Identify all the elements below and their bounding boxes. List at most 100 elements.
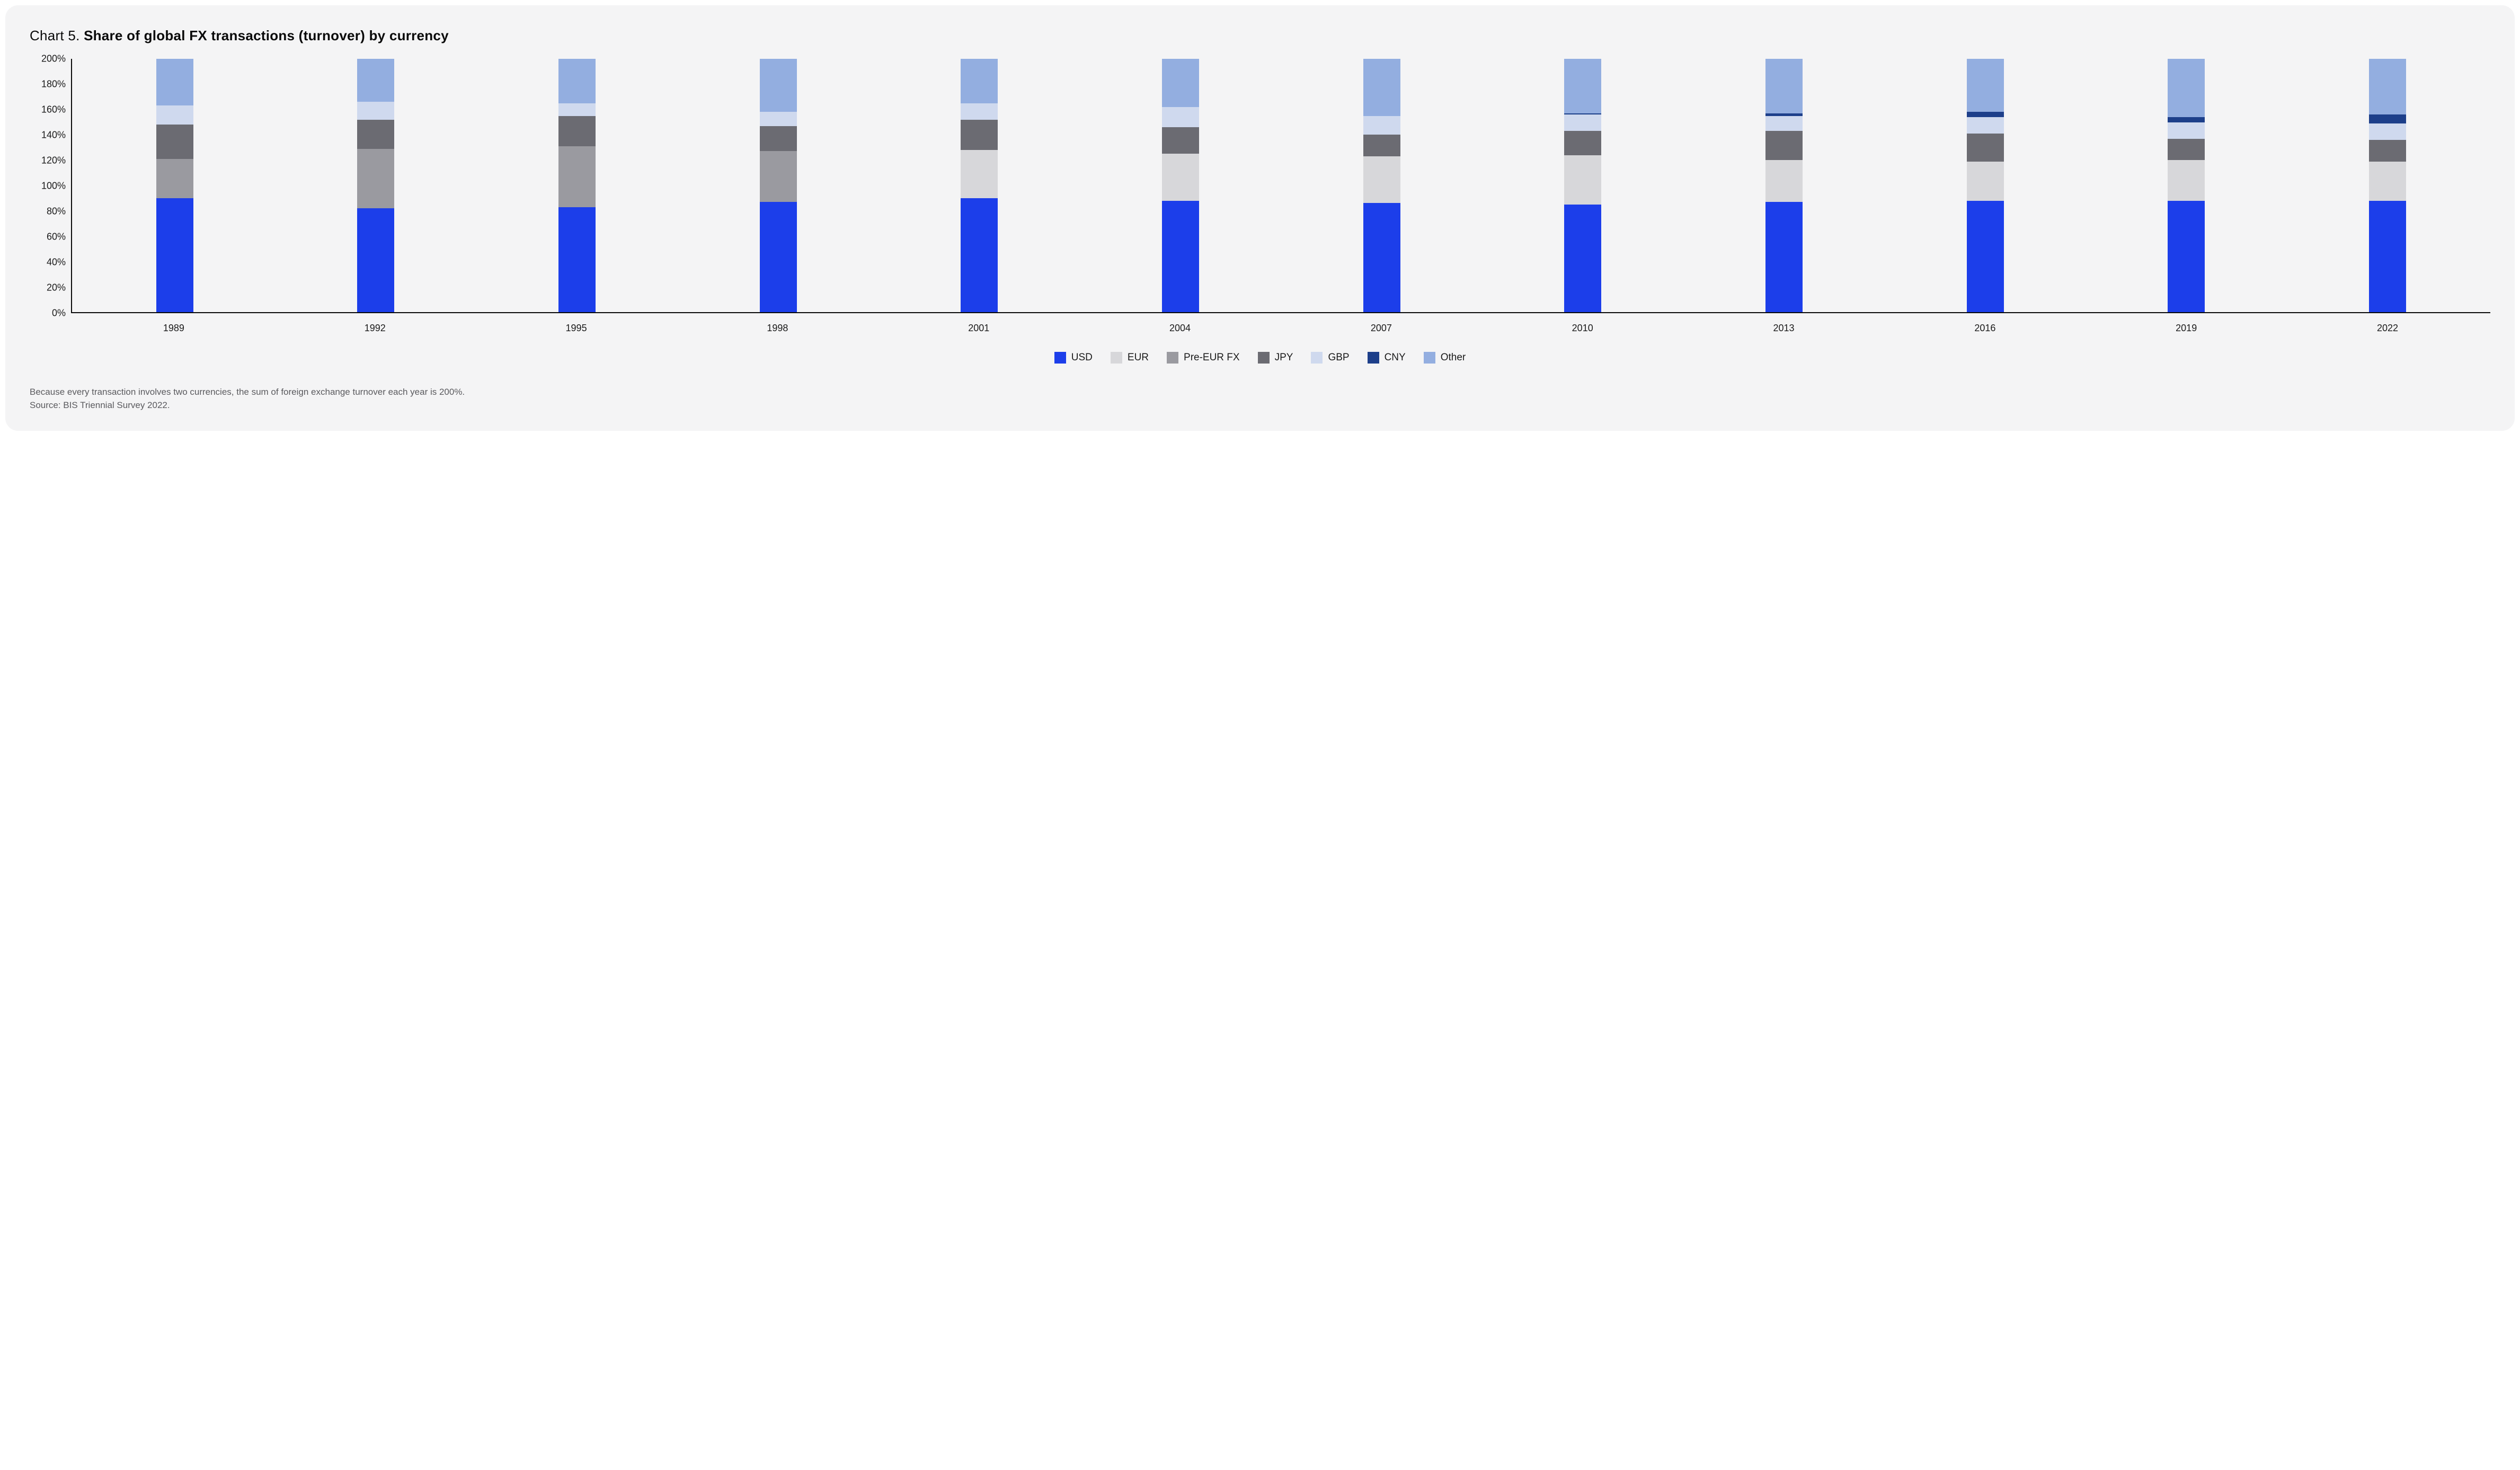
bar-segment xyxy=(1765,131,1803,160)
legend-item: Pre-EUR FX xyxy=(1167,352,1240,364)
legend-label: CNY xyxy=(1385,352,1406,364)
x-axis: 1989199219951998200120042007201020132016… xyxy=(71,313,2490,334)
bar-segment xyxy=(1765,160,1803,202)
bar-segment xyxy=(1967,117,2004,134)
bar-segment xyxy=(760,151,797,202)
x-tick-label: 2010 xyxy=(1564,323,1601,334)
legend-item: Other xyxy=(1424,352,1466,364)
bar-segment xyxy=(1162,201,1199,312)
bar-segment xyxy=(961,59,998,103)
x-tick-label: 2007 xyxy=(1363,323,1400,334)
bar-segment xyxy=(156,125,193,159)
bar xyxy=(1363,59,1400,312)
y-tick-label: 40% xyxy=(47,257,66,268)
bar-segment xyxy=(1363,116,1400,135)
bar-segment xyxy=(156,59,193,105)
legend-swatch-icon xyxy=(1054,352,1066,364)
x-tick-label: 2001 xyxy=(960,323,997,334)
y-axis: 0%20%40%60%80%100%120%140%160%180%200% xyxy=(30,59,71,313)
x-tick-label: 2004 xyxy=(1161,323,1199,334)
bar-segment xyxy=(2369,114,2406,123)
bar-segment xyxy=(961,150,998,198)
bar-segment xyxy=(1564,155,1601,205)
bar xyxy=(2168,59,2205,312)
bar-segment xyxy=(357,120,394,149)
y-tick-label: 20% xyxy=(47,282,66,294)
chart-title-main: Share of global FX transactions (turnove… xyxy=(84,28,449,43)
x-tick-label: 2016 xyxy=(1966,323,2003,334)
bar-segment xyxy=(1162,154,1199,200)
legend-label: GBP xyxy=(1328,352,1349,364)
bar-segment xyxy=(1363,135,1400,156)
bar-segment xyxy=(2369,140,2406,162)
legend-item: USD xyxy=(1054,352,1093,364)
bar-segment xyxy=(1363,203,1400,312)
chart-area: 0%20%40%60%80%100%120%140%160%180%200% 1… xyxy=(30,59,2490,368)
legend-item: JPY xyxy=(1258,352,1293,364)
y-tick-label: 200% xyxy=(41,54,66,65)
x-tick-label: 1995 xyxy=(558,323,595,334)
bar-segment xyxy=(1564,114,1601,131)
legend-label: EUR xyxy=(1128,352,1149,364)
bar-segment xyxy=(1765,59,1803,113)
chart-note-line: Because every transaction involves two c… xyxy=(30,386,2490,399)
bar-segment xyxy=(1967,59,2004,112)
bar-segment xyxy=(1765,116,1803,131)
bar xyxy=(961,59,998,312)
legend-swatch-icon xyxy=(1368,352,1379,364)
bar-segment xyxy=(1564,131,1601,155)
bar-segment xyxy=(1564,205,1601,312)
x-tick-label: 1998 xyxy=(759,323,796,334)
bar xyxy=(558,59,596,312)
chart-title-prefix: Chart 5. xyxy=(30,28,84,43)
bar-segment xyxy=(2168,59,2205,117)
y-tick-label: 120% xyxy=(41,155,66,166)
bar-segment xyxy=(760,112,797,126)
bar-segment xyxy=(357,59,394,102)
bar-segment xyxy=(2369,201,2406,312)
bar-segment xyxy=(2168,139,2205,161)
plot-row: 0%20%40%60%80%100%120%140%160%180%200% xyxy=(30,59,2490,313)
legend-swatch-icon xyxy=(1424,352,1435,364)
legend-item: EUR xyxy=(1111,352,1149,364)
legend-label: Other xyxy=(1441,352,1466,364)
bar-segment xyxy=(1162,59,1199,107)
legend: USD EUR Pre-EUR FX JPY GBP CNY Other xyxy=(30,352,2490,364)
bar xyxy=(1765,59,1803,312)
chart-notes: Because every transaction involves two c… xyxy=(30,386,2490,412)
bar-segment xyxy=(1765,202,1803,312)
chart-card: Chart 5. Share of global FX transactions… xyxy=(5,5,2515,431)
bar-segment xyxy=(961,198,998,312)
bar-segment xyxy=(156,198,193,312)
bar-segment xyxy=(558,103,596,116)
y-tick-label: 0% xyxy=(52,308,66,319)
bar-segment xyxy=(558,116,596,146)
legend-label: USD xyxy=(1071,352,1093,364)
y-tick-label: 140% xyxy=(41,130,66,141)
x-tick-label: 2013 xyxy=(1765,323,1803,334)
bar xyxy=(760,59,797,312)
bar-segment xyxy=(961,120,998,150)
bar-segment xyxy=(760,202,797,312)
chart-source-line: Source: BIS Triennial Survey 2022. xyxy=(30,399,2490,412)
bar-segment xyxy=(1967,201,2004,312)
y-tick-label: 80% xyxy=(47,206,66,217)
bar-segment xyxy=(1967,134,2004,162)
bar-segment xyxy=(156,105,193,125)
y-tick-label: 100% xyxy=(41,181,66,192)
x-tick-label: 1992 xyxy=(357,323,394,334)
bar-segment xyxy=(1564,59,1601,113)
bar-segment xyxy=(558,59,596,103)
bar xyxy=(1564,59,1601,312)
bar-segment xyxy=(1363,156,1400,203)
bar-segment xyxy=(357,149,394,208)
bar-segment xyxy=(2168,201,2205,312)
legend-item: GBP xyxy=(1311,352,1349,364)
legend-label: JPY xyxy=(1275,352,1293,364)
y-tick-label: 60% xyxy=(47,232,66,243)
bar-segment xyxy=(2369,162,2406,201)
bar xyxy=(1967,59,2004,312)
bar xyxy=(156,59,193,312)
y-tick-label: 180% xyxy=(41,79,66,90)
y-tick-label: 160% xyxy=(41,104,66,116)
